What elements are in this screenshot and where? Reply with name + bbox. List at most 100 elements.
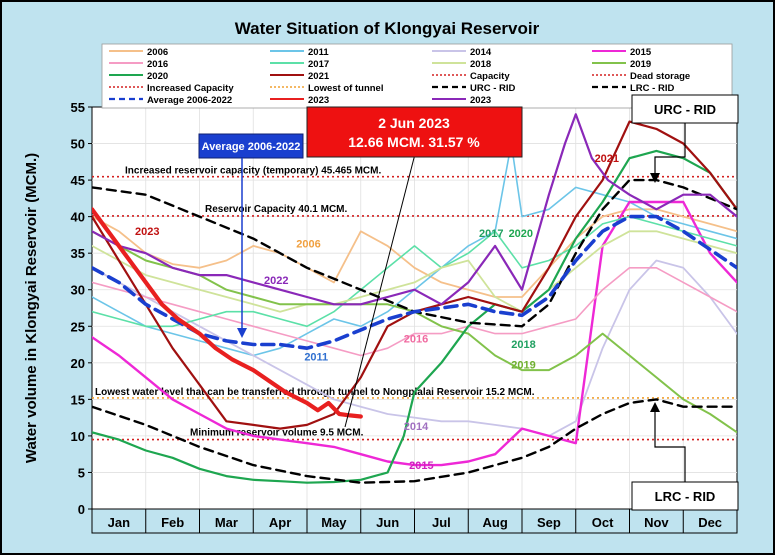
urc-callout-box [631, 94, 739, 124]
legend-label-increased-capacity: Increased Capacity [147, 83, 234, 94]
legend-label-dead-storage: Dead storage [630, 71, 690, 82]
month-label-nov: Nov [644, 515, 669, 530]
annotation-2017: 2017 [479, 228, 503, 240]
y-tick-label: 20 [71, 356, 85, 371]
legend-label-2015: 2015 [630, 47, 652, 58]
legend-label-lrc-rid: LRC - RID [630, 83, 674, 94]
callout-pointer [344, 153, 416, 428]
series-line-2014 [92, 259, 737, 437]
y-tick-label: 5 [78, 465, 85, 480]
annotation-2022: 2022 [264, 275, 288, 287]
callout-date: 2 Jun 2023 [378, 115, 450, 131]
y-tick-label: 45 [71, 173, 85, 188]
series-line-2023 [92, 207, 363, 419]
lrc-callout-label: LRC - RID [655, 489, 716, 504]
annotation-2006: 2006 [296, 238, 320, 250]
month-axis: Jan Feb Mar Apr May Jun Jul Aug Sep Oct Nov Dec [91, 508, 738, 534]
annotation-2020: 2020 [509, 228, 533, 240]
series-line-2018 [92, 230, 737, 313]
month-label-sep: Sep [537, 515, 561, 530]
series-line-2006 [92, 208, 737, 298]
callout-value: 12.66 MCM. 31.57 % [348, 134, 480, 150]
y-tick-label: 50 [71, 137, 85, 152]
average-callout: Average 2006-2022 [198, 133, 304, 338]
series-lines [92, 113, 737, 484]
annotation-2021: 2021 [595, 153, 619, 165]
month-label-oct: Oct [592, 515, 614, 530]
annotation-2016: 2016 [404, 333, 428, 345]
ref-label-lowest-of-tunnel: Lowest water level that can be transferr… [95, 387, 535, 398]
legend-label-average-2006-2022: Average 2006-2022 [147, 95, 232, 106]
legend-label-2006: 2006 [147, 47, 168, 58]
legend-label-2017: 2017 [308, 59, 329, 70]
legend-label-2014: 2014 [470, 47, 492, 58]
series-annotations: 2023 2022 2006 2011 2016 2014 2015 2017 2020 2018… [135, 153, 619, 472]
legend-label-2023: 2023 [308, 95, 329, 106]
average-callout-box [198, 133, 304, 159]
month-label-may: May [321, 515, 347, 530]
legend-label-lowest-of-tunnel: Lowest of tunnel [308, 83, 383, 94]
chart-title: Water Situation of Klongyai Reservoir [235, 19, 540, 38]
y-axis-ticks: 0 5 10 15 20 25 30 35 40 45 50 55 [71, 100, 92, 517]
annotation-2014: 2014 [404, 421, 429, 433]
urc-callout-label: URC - RID [654, 102, 716, 117]
y-tick-label: 0 [78, 502, 85, 517]
legend-label-2020: 2020 [147, 71, 168, 82]
legend-label-2011: 2011 [308, 47, 329, 58]
y-axis-label: Water volume in Klongyai Reservoir (MCM.… [23, 153, 40, 463]
lrc-callout-pointer [654, 408, 686, 482]
ref-label-dead-storage: Minimum reservoir volume 9.5 MCM. [190, 428, 364, 439]
callout-box [306, 106, 523, 158]
month-label-mar: Mar [215, 515, 238, 530]
average-callout-arrowhead [237, 328, 247, 338]
y-tick-label: 35 [71, 246, 85, 261]
series-line-2020 [92, 149, 737, 484]
month-label-jul: Jul [432, 515, 451, 530]
series-line-2023-purple [92, 113, 737, 306]
annotation-2018: 2018 [511, 339, 535, 351]
legend-label-urc-rid: URC - RID [470, 83, 516, 94]
y-tick-label: 25 [71, 319, 85, 334]
lrc-callout-box [631, 481, 739, 511]
ref-label-capacity: Reservoir Capacity 40.1 MCM. [205, 204, 348, 215]
series-line-lrc-rid [92, 398, 737, 484]
legend-label-capacity: Capacity [470, 71, 510, 82]
annotation-2015: 2015 [409, 460, 433, 472]
month-label-dec: Dec [698, 515, 722, 530]
legend: 2006 2011 2014 2015 2016 2017 2018 2019 2020 2021… [101, 43, 733, 109]
month-label-feb: Feb [161, 515, 184, 530]
legend-label-2021: 2021 [308, 71, 330, 82]
month-label-jun: Jun [376, 515, 399, 530]
month-label-jan: Jan [108, 515, 130, 530]
y-tick-label: 55 [71, 100, 85, 115]
urc-callout-arrowhead [650, 173, 660, 183]
annotation-2023: 2023 [135, 226, 159, 238]
month-label-apr: Apr [269, 515, 291, 530]
legend-label-2023: 2023 [470, 95, 491, 106]
y-tick-label: 40 [71, 210, 85, 225]
series-line-2011 [92, 142, 737, 357]
y-tick-label: 10 [71, 429, 85, 444]
legend-label-2018: 2018 [470, 59, 491, 70]
legend-label-2016: 2016 [147, 59, 168, 70]
ref-label-increased-capacity: Increased reservoir capacity (temporary)… [125, 166, 381, 177]
y-tick-label: 15 [71, 392, 85, 407]
current-value-callout: 2 Jun 2023 12.66 MCM. 31.57 % [306, 106, 523, 428]
lrc-callout: LRC - RID [631, 402, 739, 511]
series-line-urc-rid [92, 178, 737, 328]
legend-label-2019: 2019 [630, 59, 651, 70]
series-line-2016 [92, 266, 737, 357]
legend-box [101, 43, 733, 109]
series-line-2015 [92, 200, 737, 467]
reference-lines: Increased reservoir capacity (temporary)… [92, 166, 737, 441]
average-callout-label: Average 2006-2022 [202, 141, 301, 153]
month-label-aug: Aug [482, 515, 507, 530]
urc-callout-pointer [654, 123, 686, 177]
annotation-2011: 2011 [304, 352, 328, 364]
y-tick-label: 30 [71, 283, 85, 298]
urc-callout: URC - RID [631, 94, 739, 183]
annotation-2019: 2019 [511, 360, 535, 372]
lrc-callout-arrowhead [650, 402, 660, 412]
